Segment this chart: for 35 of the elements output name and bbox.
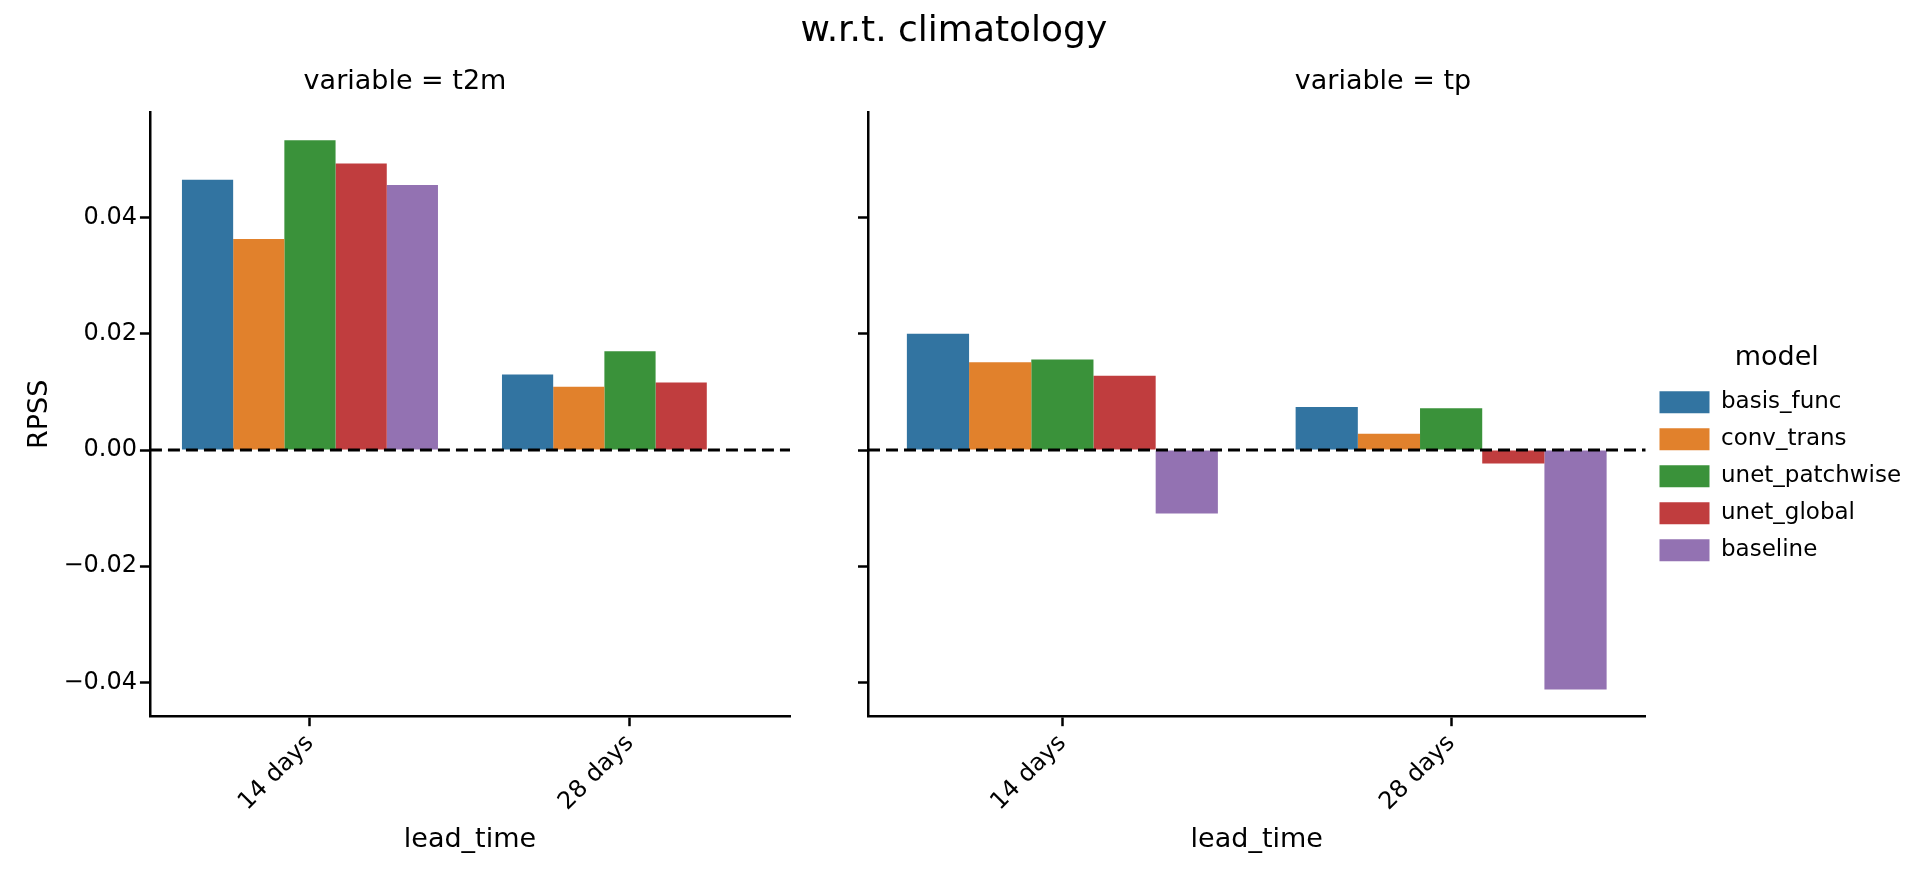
bar [1357, 433, 1421, 450]
x-axis-title: lead_time [1190, 821, 1323, 853]
bar [604, 351, 656, 450]
bar [233, 239, 285, 450]
legend-label: baseline [1721, 535, 1818, 562]
chart-subtitle: variable = tp [1294, 64, 1472, 96]
bar [1295, 407, 1358, 450]
x-axis-title: lead_time [403, 821, 537, 853]
chart-subtitle: variable = t2m [303, 64, 507, 96]
legend-label: basis_func [1721, 387, 1842, 414]
bar [335, 163, 387, 450]
bar [553, 386, 605, 450]
bar [1155, 450, 1218, 514]
y-tick-label: −0.04 [63, 666, 137, 695]
bar [181, 179, 234, 450]
bar [1544, 450, 1607, 690]
y-tick-label: 0.02 [83, 318, 137, 347]
bar [1031, 359, 1094, 450]
y-tick-label: −0.02 [63, 550, 137, 579]
chart-title: w.r.t. climatology [800, 8, 1108, 49]
bar [501, 374, 554, 450]
legend-label: unet_patchwise [1721, 461, 1902, 488]
legend-title: model [1734, 339, 1819, 371]
bar [284, 140, 336, 450]
y-tick-label: 0.04 [83, 201, 137, 230]
legend-label: conv_trans [1721, 424, 1847, 451]
bar [969, 362, 1032, 450]
bar [386, 185, 438, 450]
bar [906, 333, 970, 450]
bar [655, 382, 707, 450]
bar [1420, 408, 1483, 450]
y-tick-label: 0.00 [83, 434, 137, 463]
bar [1093, 375, 1156, 450]
legend-label: unet_global [1721, 498, 1855, 525]
y-axis-title: RPSS [22, 379, 54, 449]
